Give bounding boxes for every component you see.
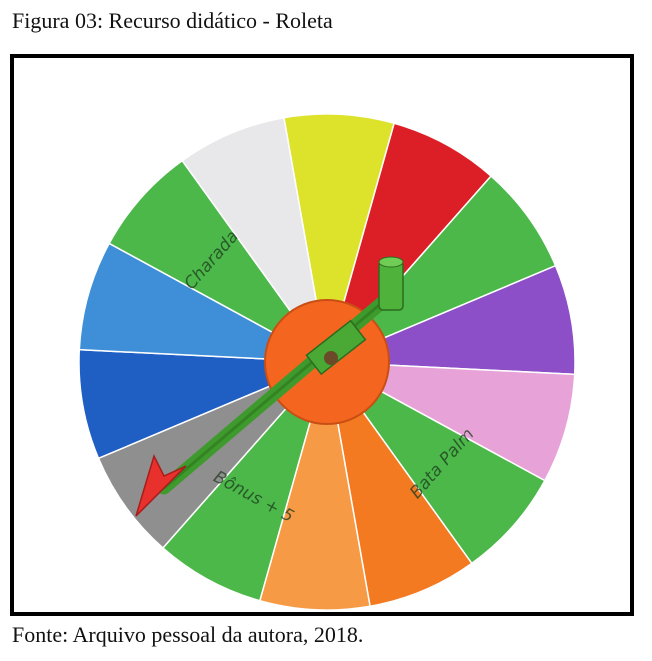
wheel-segment xyxy=(326,361,576,482)
wheel-segment xyxy=(326,174,557,363)
pointer-bracket xyxy=(305,319,367,376)
wheel-segment xyxy=(161,361,328,602)
figure-source: Fonte: Arquivo pessoal da autora, 2018. xyxy=(12,622,364,647)
wheel-segments xyxy=(78,113,576,611)
hub-rim xyxy=(264,299,390,425)
pointer-arrow xyxy=(135,453,187,517)
wheel-segment xyxy=(258,361,371,611)
wheel-segment xyxy=(108,159,328,363)
pointer-knob-top xyxy=(378,256,404,268)
wheel-segment xyxy=(181,116,328,363)
figure-frame: Bata Palm Bônus + 5 Charada xyxy=(10,54,634,616)
figure-caption: Figura 03: Recurso didático - Roleta xyxy=(12,8,333,33)
wheel-segment xyxy=(78,242,328,363)
pointer-knob xyxy=(378,261,404,311)
wheel-segment xyxy=(326,361,546,565)
wheel-segment xyxy=(326,361,473,608)
wheel-hub xyxy=(135,256,404,517)
wheel-segment xyxy=(78,348,328,460)
wheel-segment xyxy=(326,122,493,363)
wheel-segment xyxy=(283,113,396,363)
wheel-segment xyxy=(326,264,576,376)
hub-bolt xyxy=(324,351,338,365)
